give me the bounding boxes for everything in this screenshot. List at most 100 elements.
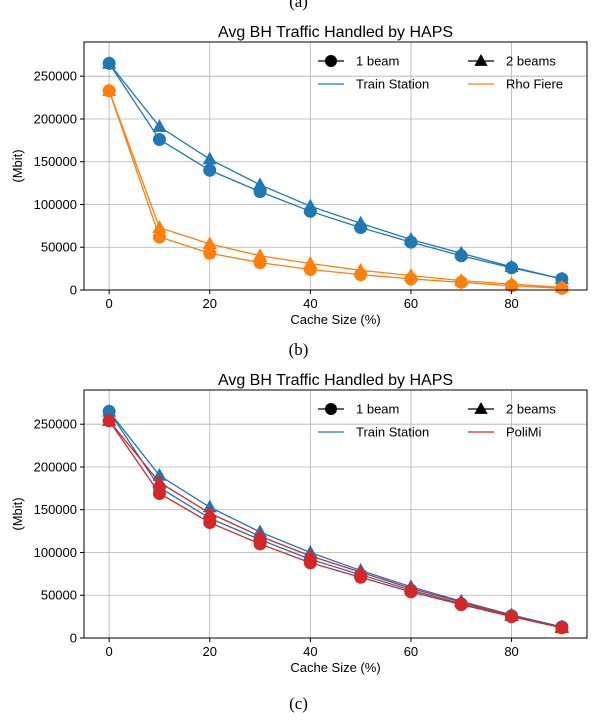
series-polimi-1-beam (102, 414, 569, 635)
data-point (152, 486, 166, 500)
series-rho-fiere-2-beams (102, 83, 569, 293)
series-line (108, 90, 562, 289)
legend-label: Train Station (356, 425, 429, 440)
legend: 1 beam 2 beams Train Station PoliMi (318, 402, 556, 440)
data-point (202, 151, 217, 165)
data-point (353, 215, 368, 229)
legend-label: 1 beam (356, 54, 399, 69)
data-point (252, 528, 268, 542)
x-tick-label: 20 (203, 644, 217, 659)
data-point (403, 232, 419, 245)
plot-frame (83, 41, 588, 291)
legend: 1 beam 2 beams Train Station Rho Fiere (318, 54, 563, 92)
legend-label: 2 beams (506, 402, 556, 417)
legend-marker-circle (325, 55, 337, 67)
legend-marker-triangle (474, 402, 488, 414)
legend-label: PoliMi (506, 425, 542, 440)
y-tick-label: 100000 (34, 197, 77, 212)
data-point (152, 132, 166, 146)
series-line (108, 410, 563, 628)
x-axis-label: Cache Size (%) (290, 312, 380, 327)
x-tick-label: 40 (303, 296, 317, 311)
data-point (152, 220, 167, 233)
data-point (202, 236, 217, 250)
data-point (454, 594, 469, 608)
data-point (353, 262, 368, 276)
data-point (252, 177, 268, 191)
y-axis-label: (Mbit) (10, 149, 25, 182)
data-point (203, 246, 217, 260)
series-line (108, 420, 562, 629)
y-tick-label: 250000 (34, 417, 77, 432)
x-tick-label: 20 (203, 296, 217, 311)
data-point (353, 564, 368, 578)
series-line (108, 62, 563, 280)
y-tick-label: 100000 (34, 545, 77, 560)
data-point (252, 248, 268, 262)
caption-c: (c) (289, 694, 308, 713)
series-polimi-2-beams (102, 413, 569, 633)
data-point (152, 474, 167, 488)
data-point (554, 271, 569, 285)
legend-marker-triangle (474, 54, 488, 66)
y-tick-label: 200000 (34, 459, 77, 474)
data-point (202, 505, 217, 519)
x-tick-label: 0 (106, 296, 113, 311)
data-point (504, 608, 519, 622)
legend-label: Train Station (356, 77, 429, 92)
x-tick-label: 60 (404, 644, 418, 659)
data-point (102, 83, 117, 96)
y-tick-label: 250000 (34, 69, 77, 84)
y-tick-label: 150000 (34, 502, 77, 517)
data-point (504, 259, 519, 273)
chart-title: Avg BH Traffic Handled by HAPS (218, 24, 453, 41)
data-point (203, 516, 217, 530)
legend-marker-circle (325, 403, 337, 415)
y-tick-label: 0 (70, 631, 77, 646)
caption-b: (b) (288, 340, 309, 359)
data-point (554, 279, 569, 293)
data-point (454, 245, 469, 259)
series-line (108, 63, 562, 280)
data-point (454, 273, 469, 286)
series-train-station-1-beam (102, 56, 569, 286)
series-line (108, 411, 562, 628)
x-tick-label: 0 (106, 644, 113, 659)
data-point (403, 580, 419, 594)
chart-title: Avg BH Traffic Handled by HAPS (218, 372, 453, 389)
x-tick-label: 80 (504, 644, 518, 659)
chart-b: Avg BH Traffic Handled by HAPS 0 20 40 60 80 0… (10, 372, 588, 675)
data-point (303, 548, 318, 562)
series-train-station-1-beam (102, 404, 569, 634)
data-point (152, 230, 166, 244)
data-point (303, 198, 318, 212)
series-line (108, 420, 563, 629)
legend-label: 1 beam (356, 402, 399, 417)
chart-a: Avg BH Traffic Handled by HAPS 0 20 40 60 80 0… (10, 24, 588, 327)
data-point (554, 620, 569, 633)
data-point (102, 413, 117, 427)
y-tick-label: 200000 (34, 111, 77, 126)
y-tick-label: 50000 (41, 240, 77, 255)
data-point (403, 267, 419, 281)
data-point (203, 163, 217, 177)
data-point (303, 255, 318, 269)
x-tick-label: 60 (404, 296, 418, 311)
series-train-station-2-beams (102, 403, 569, 633)
series-line (108, 90, 562, 289)
y-tick-label: 0 (70, 283, 77, 298)
legend-label: 2 beams (506, 54, 556, 69)
data-point (504, 276, 519, 290)
y-tick-label: 50000 (41, 588, 77, 603)
legend-label: Rho Fiere (506, 77, 563, 92)
y-axis-label: (Mbit) (10, 497, 25, 530)
data-point (152, 119, 167, 132)
caption-a: (a) (289, 0, 308, 11)
plot-frame (83, 389, 588, 639)
x-axis-label: Cache Size (%) (290, 660, 380, 675)
y-tick-label: 150000 (34, 154, 77, 169)
series-train-station-2-beams (102, 55, 569, 285)
data-point (102, 403, 117, 417)
data-point (102, 55, 117, 69)
x-tick-label: 40 (303, 644, 317, 659)
